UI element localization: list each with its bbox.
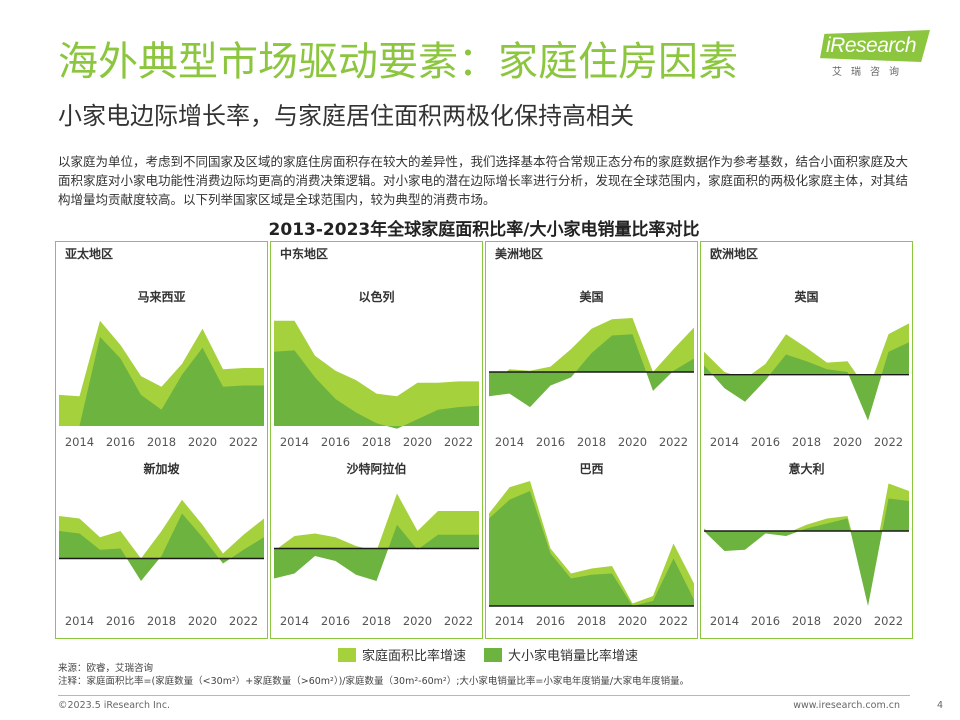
legend-item-sales-ratio: 大小家电销量比率增速 [484, 647, 638, 667]
country-label: 新加坡 [143, 461, 180, 476]
region-panel: 欧洲地区 [700, 241, 913, 639]
x-tick-label: 2016 [106, 435, 135, 449]
country-label: 美国 [579, 289, 603, 304]
x-tick-label: 2018 [792, 614, 821, 628]
x-tick-label: 2014 [710, 614, 739, 628]
series-sales-ratio-band [704, 498, 909, 606]
iresearch-logo: iResearch 艾瑞咨询 [820, 30, 930, 84]
x-tick-label: 2020 [618, 614, 647, 628]
x-tick-label: 2018 [362, 614, 391, 628]
copyright: ©2023.5 iResearch Inc. [58, 700, 171, 711]
x-tick-label: 2020 [403, 614, 432, 628]
country-chart: 英国 2014 2016 2018 2020 2022 [704, 289, 909, 449]
page-subtitle: 小家电边际增长率，与家庭居住面积两极化保持高相关 [58, 102, 634, 130]
x-tick-label: 2022 [874, 614, 903, 628]
series-sales-ratio-band [274, 350, 479, 429]
legend-swatch-light [338, 648, 356, 662]
source-note: 来源：欧睿，艾瑞咨询 [58, 663, 154, 674]
country-label: 意大利 [788, 461, 824, 476]
country-chart: 巴西 2014 2016 2018 2020 2022 [489, 462, 694, 628]
x-tick-label: 2020 [833, 435, 862, 449]
x-tick-label: 2018 [792, 435, 821, 449]
logo-mark [820, 30, 930, 62]
region-label: 中东地区 [280, 247, 329, 261]
x-tick-label: 2016 [536, 614, 565, 628]
x-tick-label: 2020 [403, 435, 432, 449]
country-label: 英国 [794, 289, 818, 304]
country-chart: 马来西亚 2014 2016 2018 2020 2022 [59, 289, 264, 449]
x-tick-label: 2022 [444, 614, 473, 628]
formula-note: 注释：家庭面积比率=(家庭数量（<30m²）+家庭数量（>60m²）)/家庭数量… [58, 676, 690, 687]
x-tick-label: 2014 [495, 614, 524, 628]
x-tick-label: 2020 [188, 435, 217, 449]
x-tick-label: 2014 [710, 435, 739, 449]
logo-text: iResearch [826, 34, 917, 57]
page-number: 4 [936, 700, 944, 711]
country-chart: 以色列 2014 2016 2018 2020 2022 [274, 289, 479, 449]
region-label: 亚太地区 [65, 247, 114, 261]
x-tick-label: 2022 [229, 435, 258, 449]
x-tick-label: 2016 [751, 614, 780, 628]
x-tick-label: 2016 [751, 435, 780, 449]
region-panel: 中东地区 [270, 241, 483, 639]
website-link[interactable]: www.iresearch.com.cn [793, 700, 900, 711]
x-tick-label: 2018 [147, 614, 176, 628]
country-label: 马来西亚 [137, 289, 185, 304]
x-tick-label: 2016 [321, 614, 350, 628]
notes-block: 来源：欧睿，艾瑞咨询 注释：家庭面积比率=(家庭数量（<30m²）+家庭数量（>… [58, 662, 918, 688]
intro-paragraph: 以家庭为单位，考虑到不同国家及区域的家庭住房面积存在较大的差异性，我们选择基本符… [58, 154, 909, 207]
x-tick-label: 2014 [65, 435, 94, 449]
chart-grid: 亚太地区 中东地区 美洲地区 欧洲地区马来西亚 2014 2016 2018 2020 2022… [55, 241, 913, 639]
x-tick-label: 2022 [229, 614, 258, 628]
x-tick-label: 2014 [65, 614, 94, 628]
country-chart: 沙特阿拉伯 2014 2016 2018 2020 2022 [274, 461, 479, 628]
x-tick-label: 2022 [874, 435, 903, 449]
series-sales-ratio-band [59, 336, 264, 426]
x-tick-label: 2014 [280, 435, 309, 449]
x-tick-label: 2014 [495, 435, 524, 449]
series-sales-ratio-band [274, 524, 479, 581]
x-tick-label: 2016 [321, 435, 350, 449]
chart-canvas: 马来西亚 2014 2016 2018 2020 2022 以色列 2014 2016 2018 2… [59, 289, 909, 628]
x-tick-label: 2018 [577, 435, 606, 449]
series-sales-ratio-band [489, 491, 694, 606]
legend-label-area-ratio: 家庭面积比率增速 [362, 649, 467, 664]
x-tick-label: 2018 [147, 435, 176, 449]
x-tick-label: 2020 [618, 435, 647, 449]
region-label: 美洲地区 [495, 247, 544, 261]
region-panel: 亚太地区 [55, 241, 268, 639]
legend-swatch-dark [484, 648, 502, 662]
series-sales-ratio-band [704, 342, 909, 421]
country-label: 巴西 [579, 462, 603, 476]
chart-legend: 家庭面积比率增速 大小家电销量比率增速 [338, 647, 758, 667]
region-panel: 美洲地区 [485, 241, 698, 639]
country-chart: 意大利 2014 2016 2018 2020 2022 [704, 461, 909, 628]
country-chart: 美国 2014 2016 2018 2020 2022 [489, 289, 694, 449]
country-label: 沙特阿拉伯 [346, 461, 406, 476]
series-area-ratio-band [59, 499, 264, 559]
x-tick-label: 2014 [280, 614, 309, 628]
x-tick-label: 2022 [444, 435, 473, 449]
x-tick-label: 2016 [106, 614, 135, 628]
series-sales-ratio-band [489, 334, 694, 408]
region-label: 欧洲地区 [710, 247, 759, 261]
country-label: 以色列 [358, 289, 394, 304]
x-tick-label: 2020 [188, 614, 217, 628]
footer-divider [58, 695, 910, 696]
country-chart: 新加坡 2014 2016 2018 2020 2022 [59, 461, 264, 628]
x-tick-label: 2022 [659, 614, 688, 628]
legend-item-area-ratio: 家庭面积比率增速 [338, 647, 466, 667]
x-tick-label: 2022 [659, 435, 688, 449]
series-area-ratio-band [274, 493, 479, 551]
legend-label-sales-ratio: 大小家电销量比率增速 [508, 649, 639, 664]
logo-cn-text: 艾瑞咨询 [832, 67, 908, 78]
chart-title: 2013-2023年全球家庭面积比率/大小家电销量比率对比 [268, 220, 700, 240]
x-tick-label: 2018 [577, 614, 606, 628]
page-title: 海外典型市场驱动要素：家庭住房因素 [58, 39, 738, 85]
x-tick-label: 2016 [536, 435, 565, 449]
x-tick-label: 2018 [362, 435, 391, 449]
x-tick-label: 2020 [833, 614, 862, 628]
